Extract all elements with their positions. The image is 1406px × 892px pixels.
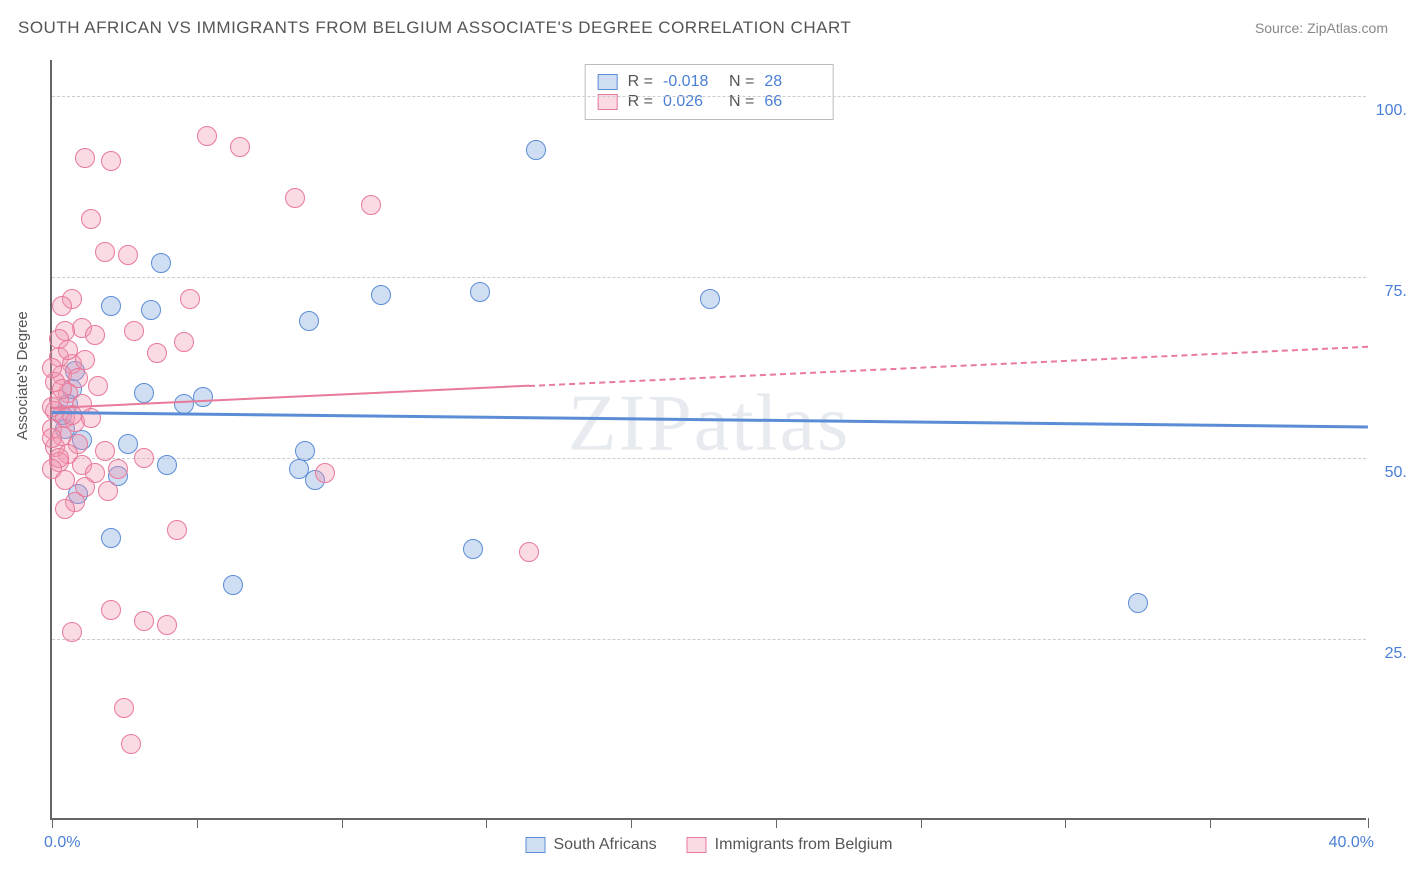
data-point [114, 698, 134, 718]
data-point [526, 140, 546, 160]
chart-title: SOUTH AFRICAN VS IMMIGRANTS FROM BELGIUM… [18, 18, 851, 38]
legend-r-value: -0.018 [663, 73, 719, 91]
data-point [193, 387, 213, 407]
data-point [121, 734, 141, 754]
y-tick-label: 50.0% [1370, 464, 1406, 482]
data-point [81, 209, 101, 229]
data-point [299, 311, 319, 331]
data-point [75, 350, 95, 370]
data-point [470, 282, 490, 302]
data-point [52, 379, 72, 399]
data-point [285, 188, 305, 208]
data-point [141, 300, 161, 320]
data-point [55, 499, 75, 519]
data-point [42, 459, 62, 479]
x-tick [1065, 818, 1066, 828]
data-point [157, 455, 177, 475]
chart-header: SOUTH AFRICAN VS IMMIGRANTS FROM BELGIUM… [18, 18, 1388, 38]
legend-label: South Africans [554, 836, 657, 854]
data-point [95, 242, 115, 262]
legend-swatch-icon [687, 837, 707, 853]
data-point [174, 332, 194, 352]
watermark-text: ZIPatlas [568, 378, 851, 469]
data-point [108, 459, 128, 479]
data-point [98, 481, 118, 501]
correlation-legend: R = -0.018 N = 28 R = 0.026 N = 66 [585, 64, 834, 120]
data-point [101, 528, 121, 548]
y-axis-title: Associate's Degree [14, 311, 31, 440]
legend-row: R = -0.018 N = 28 [598, 73, 821, 91]
data-point [157, 615, 177, 635]
data-point [134, 611, 154, 631]
legend-item: South Africans [526, 836, 657, 854]
data-point [167, 520, 187, 540]
gridline [52, 96, 1366, 97]
plot-area: ZIPatlas R = -0.018 N = 28 R = 0.026 N =… [50, 60, 1366, 820]
data-point [151, 253, 171, 273]
data-point [361, 195, 381, 215]
gridline [52, 458, 1366, 459]
x-tick [1210, 818, 1211, 828]
data-point [42, 428, 62, 448]
trend-line [52, 385, 529, 409]
data-point [371, 285, 391, 305]
data-point [85, 325, 105, 345]
data-point [230, 137, 250, 157]
x-tick [921, 818, 922, 828]
data-point [95, 441, 115, 461]
y-tick-label: 100.0% [1370, 102, 1406, 120]
x-axis-min-label: 0.0% [44, 834, 80, 852]
gridline [52, 639, 1366, 640]
data-point [101, 600, 121, 620]
chart-source: Source: ZipAtlas.com [1255, 20, 1388, 36]
legend-item: Immigrants from Belgium [687, 836, 893, 854]
data-point [118, 434, 138, 454]
x-tick [631, 818, 632, 828]
data-point [124, 321, 144, 341]
legend-r-label: R = [628, 73, 653, 91]
data-point [147, 343, 167, 363]
data-point [134, 383, 154, 403]
y-tick-label: 75.0% [1370, 283, 1406, 301]
gridline [52, 277, 1366, 278]
y-tick-label: 25.0% [1370, 645, 1406, 663]
x-tick [197, 818, 198, 828]
legend-n-value: 28 [764, 73, 820, 91]
data-point [75, 148, 95, 168]
data-point [315, 463, 335, 483]
data-point [463, 539, 483, 559]
data-point [519, 542, 539, 562]
data-point [700, 289, 720, 309]
series-legend: South Africans Immigrants from Belgium [526, 836, 893, 854]
legend-label: Immigrants from Belgium [715, 836, 893, 854]
data-point [223, 575, 243, 595]
data-point [58, 340, 78, 360]
legend-n-label: N = [729, 73, 754, 91]
data-point [1128, 593, 1148, 613]
trend-line [52, 411, 1368, 428]
x-tick [52, 818, 53, 828]
legend-swatch-icon [598, 74, 618, 90]
data-point [62, 622, 82, 642]
data-point [42, 358, 62, 378]
x-tick [486, 818, 487, 828]
data-point [197, 126, 217, 146]
data-point [101, 151, 121, 171]
data-point [118, 245, 138, 265]
data-point [180, 289, 200, 309]
data-point [174, 394, 194, 414]
data-point [88, 376, 108, 396]
x-tick [776, 818, 777, 828]
data-point [52, 296, 72, 316]
data-point [295, 441, 315, 461]
data-point [101, 296, 121, 316]
x-tick [1368, 818, 1369, 828]
data-point [134, 448, 154, 468]
x-axis-max-label: 40.0% [1329, 834, 1374, 852]
legend-swatch-icon [526, 837, 546, 853]
trend-line [529, 346, 1368, 387]
x-tick [342, 818, 343, 828]
